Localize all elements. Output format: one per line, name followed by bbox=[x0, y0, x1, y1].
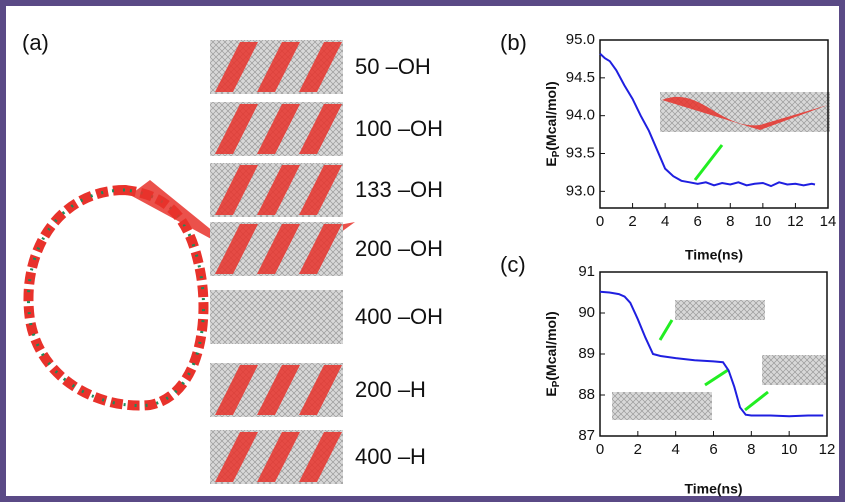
helix bbox=[215, 42, 258, 92]
inset-image bbox=[675, 300, 765, 320]
row-label: 400 –OH bbox=[355, 304, 443, 329]
x-tick-label: 8 bbox=[726, 213, 734, 230]
arrow bbox=[704, 368, 729, 387]
x-tick-label: 10 bbox=[755, 213, 772, 230]
helix bbox=[299, 224, 342, 274]
y-tick-label: 88 bbox=[578, 386, 595, 403]
y-tick-label: 95.0 bbox=[566, 31, 595, 48]
x-tick-label: 4 bbox=[671, 441, 679, 458]
arrow bbox=[693, 144, 724, 181]
row-label: 200 –H bbox=[355, 377, 426, 402]
helix bbox=[257, 104, 300, 154]
row-label: 200 –OH bbox=[355, 236, 443, 261]
helix bbox=[257, 165, 300, 215]
inset-image bbox=[662, 96, 828, 130]
nanotube-images bbox=[210, 40, 343, 484]
panel-label: (a) bbox=[22, 30, 49, 55]
helix bbox=[257, 224, 300, 274]
x-tick-label: 14 bbox=[820, 213, 837, 230]
row-label: 100 –OH bbox=[355, 116, 443, 141]
helix bbox=[299, 365, 342, 415]
y-axis-label: EP(Mcal/mol) bbox=[543, 81, 562, 166]
panel-label: (b) bbox=[500, 30, 527, 55]
helix bbox=[257, 42, 300, 92]
y-tick-label: 91 bbox=[578, 263, 595, 280]
y-tick-label: 90 bbox=[578, 304, 595, 321]
helix bbox=[215, 432, 258, 482]
arrow bbox=[744, 390, 769, 412]
helix bbox=[257, 432, 300, 482]
helix bbox=[215, 224, 258, 274]
data-line bbox=[599, 52, 816, 188]
data-line bbox=[599, 290, 824, 418]
row-label: 400 –H bbox=[355, 444, 426, 469]
y-tick-label: 89 bbox=[578, 345, 595, 362]
x-tick-label: 10 bbox=[781, 441, 798, 458]
x-tick-label: 0 bbox=[596, 441, 604, 458]
y-label-subscript: P bbox=[551, 150, 562, 157]
helix bbox=[299, 42, 342, 92]
helix bbox=[299, 104, 342, 154]
x-tick-label: 8 bbox=[747, 441, 755, 458]
helix bbox=[215, 104, 258, 154]
y-tick-label: 93.0 bbox=[566, 182, 595, 199]
y-label-unit: (Mcal/mol) bbox=[543, 81, 559, 150]
inset-image bbox=[612, 392, 712, 420]
helix bbox=[299, 432, 342, 482]
x-tick-label: 4 bbox=[661, 213, 669, 230]
y-axis-label: EP(Mcal/mol) bbox=[543, 311, 562, 396]
x-tick-label: 12 bbox=[819, 441, 836, 458]
x-tick-label: 0 bbox=[596, 213, 604, 230]
x-tick-label: 12 bbox=[787, 213, 804, 230]
y-tick-label: 87 bbox=[578, 427, 595, 444]
y-label-symbol: E bbox=[543, 387, 559, 396]
panel-label: (c) bbox=[500, 252, 526, 277]
arrow bbox=[658, 319, 674, 341]
x-tick-label: 2 bbox=[634, 441, 642, 458]
x-axis-label: Time(ns) bbox=[684, 481, 742, 497]
plot-frame bbox=[599, 39, 829, 209]
y-tick-label: 94.5 bbox=[566, 69, 595, 86]
y-tick-label: 94.0 bbox=[566, 107, 595, 124]
inset-image bbox=[762, 355, 826, 385]
x-tick-label: 6 bbox=[694, 213, 702, 230]
y-label-unit: (Mcal/mol) bbox=[543, 311, 559, 380]
y-tick-label: 93.5 bbox=[566, 144, 595, 161]
x-axis-label: Time(ns) bbox=[685, 247, 743, 263]
row-label: 133 –OH bbox=[355, 177, 443, 202]
nanotube bbox=[210, 290, 343, 344]
x-tick-label: 6 bbox=[709, 441, 717, 458]
x-tick-label: 2 bbox=[628, 213, 636, 230]
y-label-subscript: P bbox=[551, 380, 562, 387]
helix bbox=[215, 365, 258, 415]
row-label: 50 –OH bbox=[355, 54, 431, 79]
helix bbox=[299, 165, 342, 215]
helix bbox=[257, 365, 300, 415]
y-label-symbol: E bbox=[543, 157, 559, 166]
helix bbox=[215, 165, 258, 215]
